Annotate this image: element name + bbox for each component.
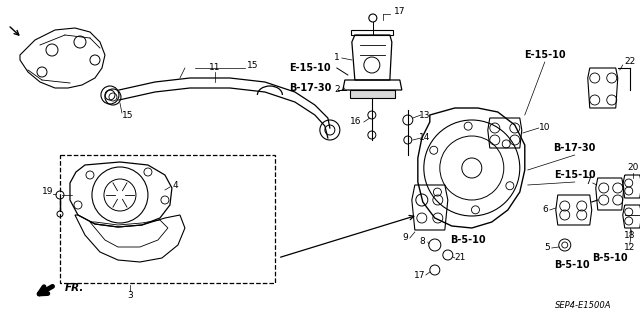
Text: 6: 6 <box>542 205 548 214</box>
Text: 17: 17 <box>414 271 426 279</box>
Text: 1: 1 <box>334 54 340 63</box>
Text: 12: 12 <box>624 243 636 253</box>
Text: 17: 17 <box>394 8 406 17</box>
Text: 19: 19 <box>42 188 54 197</box>
Text: 10: 10 <box>539 123 550 132</box>
Text: 22: 22 <box>624 57 636 66</box>
Bar <box>60 155 275 283</box>
Text: 9: 9 <box>402 234 408 242</box>
Text: SEP4-E1500A: SEP4-E1500A <box>555 300 611 309</box>
Text: 15: 15 <box>122 110 134 120</box>
Text: 11: 11 <box>209 63 221 72</box>
Text: 13: 13 <box>419 110 431 120</box>
Text: 18: 18 <box>624 231 636 240</box>
Text: B-5-10: B-5-10 <box>554 260 589 270</box>
Text: B-5-10: B-5-10 <box>450 235 486 245</box>
Text: B-17-30: B-17-30 <box>289 83 331 93</box>
Text: 5: 5 <box>544 243 550 253</box>
Text: 8: 8 <box>419 238 425 247</box>
Text: 21: 21 <box>454 254 465 263</box>
Text: B-5-10: B-5-10 <box>592 253 628 263</box>
Text: E-15-10: E-15-10 <box>524 50 566 60</box>
Text: B-17-30: B-17-30 <box>554 143 596 153</box>
Text: E-15-10: E-15-10 <box>289 63 331 73</box>
Text: E-15-10: E-15-10 <box>554 170 596 180</box>
Text: FR.: FR. <box>65 283 84 293</box>
Text: 20: 20 <box>627 164 639 173</box>
Text: 16: 16 <box>350 117 362 127</box>
Text: 3: 3 <box>127 291 133 300</box>
Text: 7: 7 <box>585 177 591 187</box>
Text: 15: 15 <box>247 62 259 70</box>
Text: 14: 14 <box>419 133 431 143</box>
Text: 2: 2 <box>334 85 340 94</box>
Polygon shape <box>350 90 395 98</box>
Text: 4: 4 <box>172 181 178 189</box>
